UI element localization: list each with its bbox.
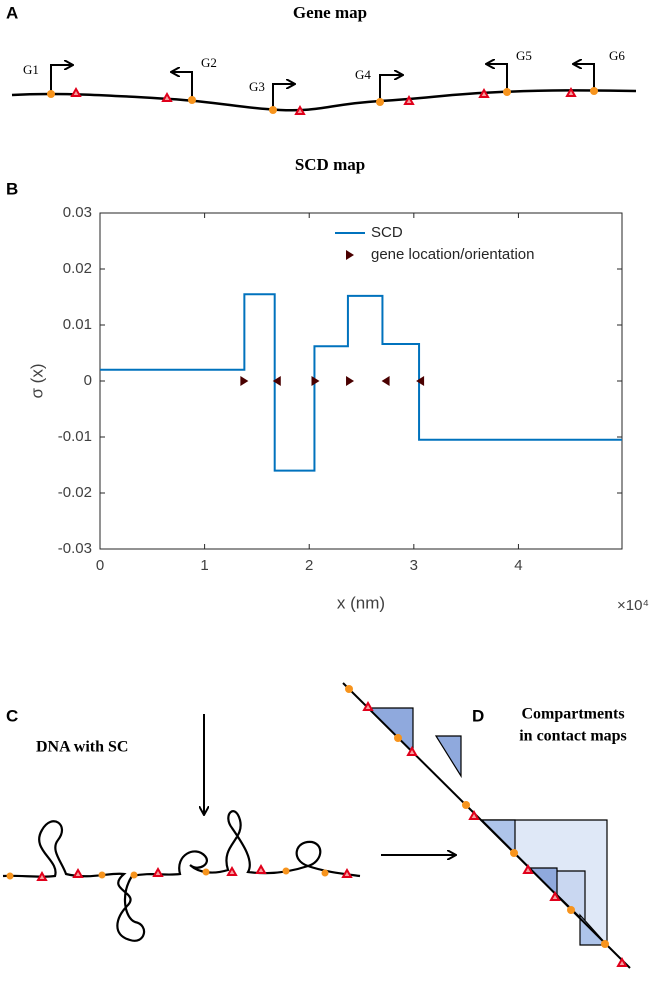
gene-label: G2: [201, 55, 217, 70]
panel-title: in contact maps: [519, 728, 627, 745]
x-tick-label: 3: [410, 557, 418, 574]
x-tick-label: 4: [514, 557, 522, 574]
y-tick-label: 0: [84, 372, 92, 389]
panel-title: DNA with SC: [36, 739, 128, 756]
y-tick-label: -0.02: [58, 484, 92, 501]
panel-letter: D: [472, 706, 484, 725]
x-tick-label: 2: [305, 557, 313, 574]
gene-marker: [346, 376, 355, 386]
panel-letter: A: [6, 3, 18, 22]
gene-marker: [381, 376, 390, 386]
panel-letter: C: [6, 706, 18, 725]
x-axis-label: x (nm): [337, 593, 385, 612]
y-tick-label: 0.03: [63, 204, 92, 221]
legend-label: gene location/orientation: [371, 246, 534, 263]
x-scale-label: ×10⁴: [617, 597, 649, 614]
y-tick-label: 0.01: [63, 316, 92, 333]
y-tick-label: 0.02: [63, 260, 92, 277]
contact-map-drawing: [342, 682, 631, 969]
y-axis-label: σ (x): [27, 363, 46, 398]
gene-marker: [272, 376, 281, 386]
gene-label: G4: [355, 67, 371, 82]
legend-swatch: [346, 250, 354, 260]
x-tick-label: 1: [200, 557, 208, 574]
gene-marker: [311, 376, 320, 386]
gene-label: G3: [249, 79, 265, 94]
chart: -0.03 -0.02 -0.01 0 0.01 0.02 0.03 0 1 2 3 4 x (nm) ×…: [27, 204, 648, 614]
gene-marker: [416, 376, 425, 386]
y-tick-label: -0.01: [58, 428, 92, 445]
legend-label: SCD: [371, 224, 403, 241]
gene-label: G6: [609, 48, 625, 63]
y-tick-label: -0.03: [58, 540, 92, 557]
panel-title: Compartments: [521, 706, 624, 723]
chart-title: SCD map: [295, 155, 365, 174]
panel-title: Gene map: [293, 3, 367, 22]
gene-label: G5: [516, 48, 532, 63]
x-tick-label: 0: [96, 557, 104, 574]
scd-line: [100, 293, 622, 472]
dna-drawing: [2, 714, 455, 942]
gene-map-drawing: [11, 64, 637, 115]
gene-label: G1: [23, 62, 39, 77]
plot-area: [99, 212, 623, 550]
gene-marker: [240, 376, 249, 386]
panel-letter: B: [6, 179, 18, 198]
